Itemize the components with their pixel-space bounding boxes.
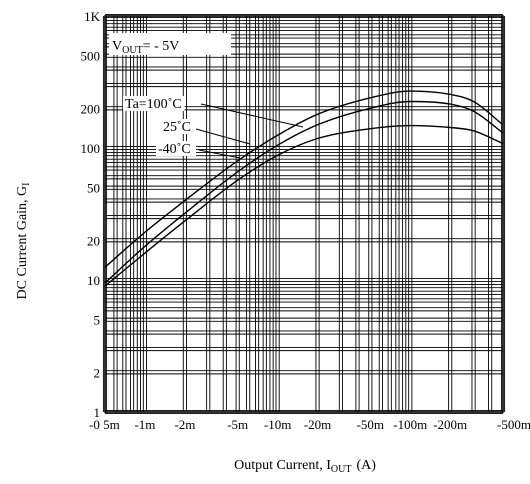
- condition-label: VOUT= - 5V: [112, 39, 179, 56]
- x-tick-label: -500m: [497, 417, 530, 432]
- x-axis-title: Output Current, IOUT (A): [234, 458, 376, 475]
- series-leader-lines: [195, 103, 304, 159]
- y-tick-label: 100: [81, 141, 101, 156]
- x-tick-label: -0 5m: [89, 417, 120, 432]
- series-label-background: [161, 119, 194, 134]
- grid: [102, 13, 506, 415]
- x-tick-label: -1m: [134, 417, 155, 432]
- x-tick-label: -100m: [393, 417, 427, 432]
- series-label-background: [156, 141, 196, 156]
- x-tick-label: -10m: [264, 417, 291, 432]
- series-label-2: -40˚C: [158, 142, 191, 157]
- leader-line-2: [198, 149, 241, 159]
- y-tick-label: 5: [94, 313, 101, 328]
- plot-curves: [104, 90, 504, 287]
- series-line-1: [104, 100, 504, 284]
- y-tick-label: 10: [87, 273, 100, 288]
- series-line-0: [104, 90, 504, 268]
- x-tick-label: -20m: [304, 417, 331, 432]
- x-tick-label: -50m: [357, 417, 384, 432]
- leader-line-1: [195, 128, 251, 145]
- y-tick-label: 1K: [84, 9, 101, 24]
- y-tick-label: 2: [94, 365, 101, 380]
- y-tick-label: 500: [81, 49, 101, 64]
- x-tick-label: -2m: [174, 417, 195, 432]
- y-tick-label: 20: [87, 233, 100, 248]
- leader-line-0: [200, 103, 304, 128]
- x-tick-label: -5m: [227, 417, 248, 432]
- annotations: VOUT= - 5V Ta=100˚C 25˚C -40˚C: [112, 39, 196, 157]
- x-tick-label: -200m: [433, 417, 467, 432]
- series-label-0: Ta=100˚C: [125, 97, 182, 112]
- condition-box-background: [109, 33, 231, 55]
- tick-labels: 1 2 5 10 20 50 100 200 500 1K -0 5m -1m -2m -5m -10m -2…: [81, 9, 530, 432]
- y-tick-label: 50: [87, 181, 100, 196]
- series-line-2: [104, 124, 504, 287]
- y-axis-title: DC Current Gain, GI: [15, 183, 32, 300]
- y-tick-label: 1: [94, 405, 101, 420]
- series-label-background: [123, 96, 185, 111]
- plot-frame: [104, 15, 504, 413]
- y-tick-label: 200: [81, 101, 101, 116]
- series-label-1: 25˚C: [163, 120, 191, 135]
